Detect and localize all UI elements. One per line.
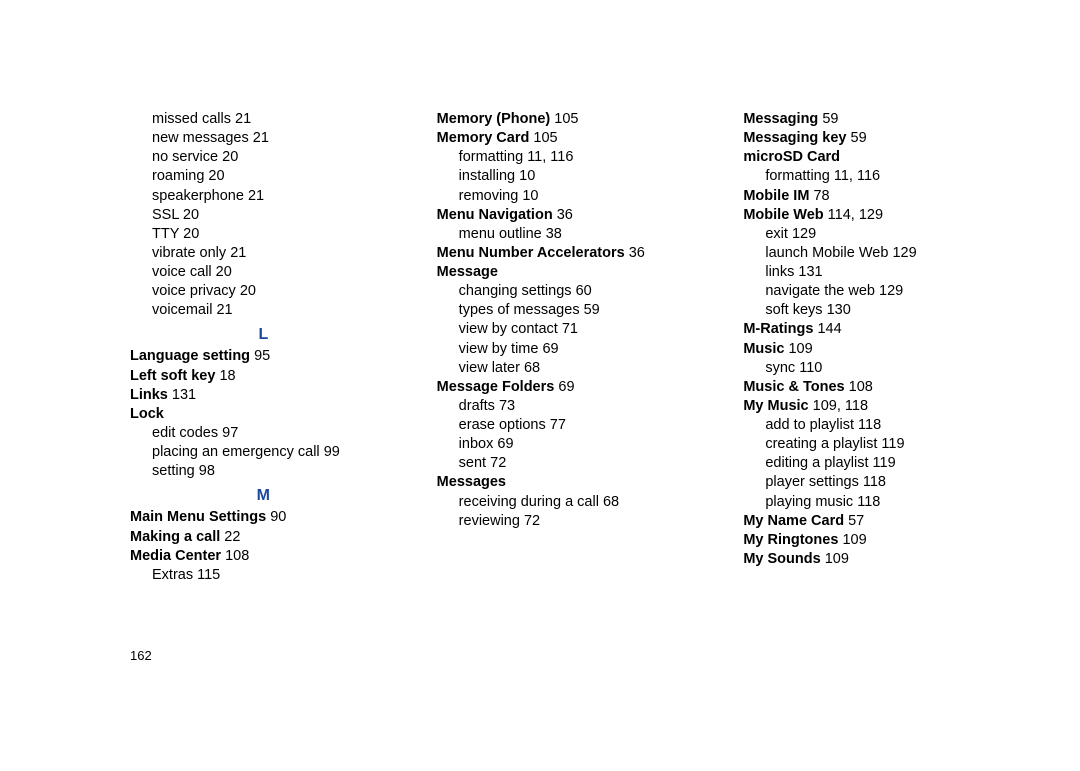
index-subentry: links 131 <box>743 263 1010 282</box>
index-subentry: setting 98 <box>130 462 397 481</box>
index-entry-message-folders: Message Folders 69 <box>437 378 704 397</box>
index-subentry: SSL 20 <box>130 206 397 225</box>
index-subentry: removing 10 <box>437 187 704 206</box>
index-entry-messages: Messages <box>437 473 704 492</box>
index-entry-memory-card: Memory Card 105 <box>437 129 704 148</box>
index-subentry: edit codes 97 <box>130 424 397 443</box>
index-entry-messaging: Messaging 59 <box>743 110 1010 129</box>
index-subentry: new messages 21 <box>130 129 397 148</box>
index-subentry: playing music 118 <box>743 493 1010 512</box>
index-subentry: creating a playlist 119 <box>743 435 1010 454</box>
index-subentry: voice privacy 20 <box>130 282 397 301</box>
index-subentry: inbox 69 <box>437 435 704 454</box>
index-subentry: view by contact 71 <box>437 320 704 339</box>
index-column-2: Memory (Phone) 105 Memory Card 105 forma… <box>437 110 704 585</box>
index-subentry: vibrate only 21 <box>130 244 397 263</box>
index-page: missed calls 21 new messages 21 no servi… <box>0 0 1080 585</box>
index-subentry: launch Mobile Web 129 <box>743 244 1010 263</box>
index-subentry: no service 20 <box>130 148 397 167</box>
index-subentry: exit 129 <box>743 225 1010 244</box>
index-entry-left-soft-key: Left soft key 18 <box>130 367 397 386</box>
index-entry-making-a-call: Making a call 22 <box>130 528 397 547</box>
index-subentry: erase options 77 <box>437 416 704 435</box>
index-entry-music: Music 109 <box>743 340 1010 359</box>
index-subentry: voice call 20 <box>130 263 397 282</box>
index-entry-menu-navigation: Menu Navigation 36 <box>437 206 704 225</box>
index-entry-links: Links 131 <box>130 386 397 405</box>
index-subentry: editing a playlist 119 <box>743 454 1010 473</box>
index-entry-menu-number-accelerators: Menu Number Accelerators 36 <box>437 244 704 263</box>
index-entry-my-name-card: My Name Card 57 <box>743 512 1010 531</box>
index-column-3: Messaging 59 Messaging key 59 microSD Ca… <box>743 110 1010 585</box>
index-subentry: formatting 11, 116 <box>743 167 1010 186</box>
index-entry-mobile-im: Mobile IM 78 <box>743 187 1010 206</box>
index-column-1: missed calls 21 new messages 21 no servi… <box>130 110 397 585</box>
index-subentry: navigate the web 129 <box>743 282 1010 301</box>
index-entry-media-center: Media Center 108 <box>130 547 397 566</box>
index-entry-m-ratings: M-Ratings 144 <box>743 320 1010 339</box>
index-subentry: speakerphone 21 <box>130 187 397 206</box>
index-entry-mobile-web: Mobile Web 114, 129 <box>743 206 1010 225</box>
index-subentry: view by time 69 <box>437 340 704 359</box>
index-entry-lock: Lock <box>130 405 397 424</box>
index-entry-my-ringtones: My Ringtones 109 <box>743 531 1010 550</box>
index-subentry: installing 10 <box>437 167 704 186</box>
index-letter-L: L <box>130 324 397 345</box>
page-number: 162 <box>130 648 152 663</box>
index-subentry: sent 72 <box>437 454 704 473</box>
index-subentry: drafts 73 <box>437 397 704 416</box>
index-subentry: reviewing 72 <box>437 512 704 531</box>
index-subentry: roaming 20 <box>130 167 397 186</box>
index-subentry: menu outline 38 <box>437 225 704 244</box>
index-entry-main-menu-settings: Main Menu Settings 90 <box>130 508 397 527</box>
index-subentry: soft keys 130 <box>743 301 1010 320</box>
index-subentry: TTY 20 <box>130 225 397 244</box>
index-subentry: types of messages 59 <box>437 301 704 320</box>
index-entry-my-sounds: My Sounds 109 <box>743 550 1010 569</box>
index-subentry: receiving during a call 68 <box>437 493 704 512</box>
index-subentry: add to playlist 118 <box>743 416 1010 435</box>
index-subentry: placing an emergency call 99 <box>130 443 397 462</box>
index-subentry: sync 110 <box>743 359 1010 378</box>
index-subentry: Extras 115 <box>130 566 397 585</box>
index-entry-messaging-key: Messaging key 59 <box>743 129 1010 148</box>
index-entry-memory-phone: Memory (Phone) 105 <box>437 110 704 129</box>
index-entry-message: Message <box>437 263 704 282</box>
index-entry-my-music: My Music 109, 118 <box>743 397 1010 416</box>
index-subentry: formatting 11, 116 <box>437 148 704 167</box>
index-entry-music-tones: Music & Tones 108 <box>743 378 1010 397</box>
index-subentry: voicemail 21 <box>130 301 397 320</box>
index-subentry: view later 68 <box>437 359 704 378</box>
index-subentry: changing settings 60 <box>437 282 704 301</box>
index-entry-microsd-card: microSD Card <box>743 148 1010 167</box>
index-subentry: missed calls 21 <box>130 110 397 129</box>
index-subentry: player settings 118 <box>743 473 1010 492</box>
index-entry-language-setting: Language setting 95 <box>130 347 397 366</box>
index-letter-M: M <box>130 485 397 506</box>
